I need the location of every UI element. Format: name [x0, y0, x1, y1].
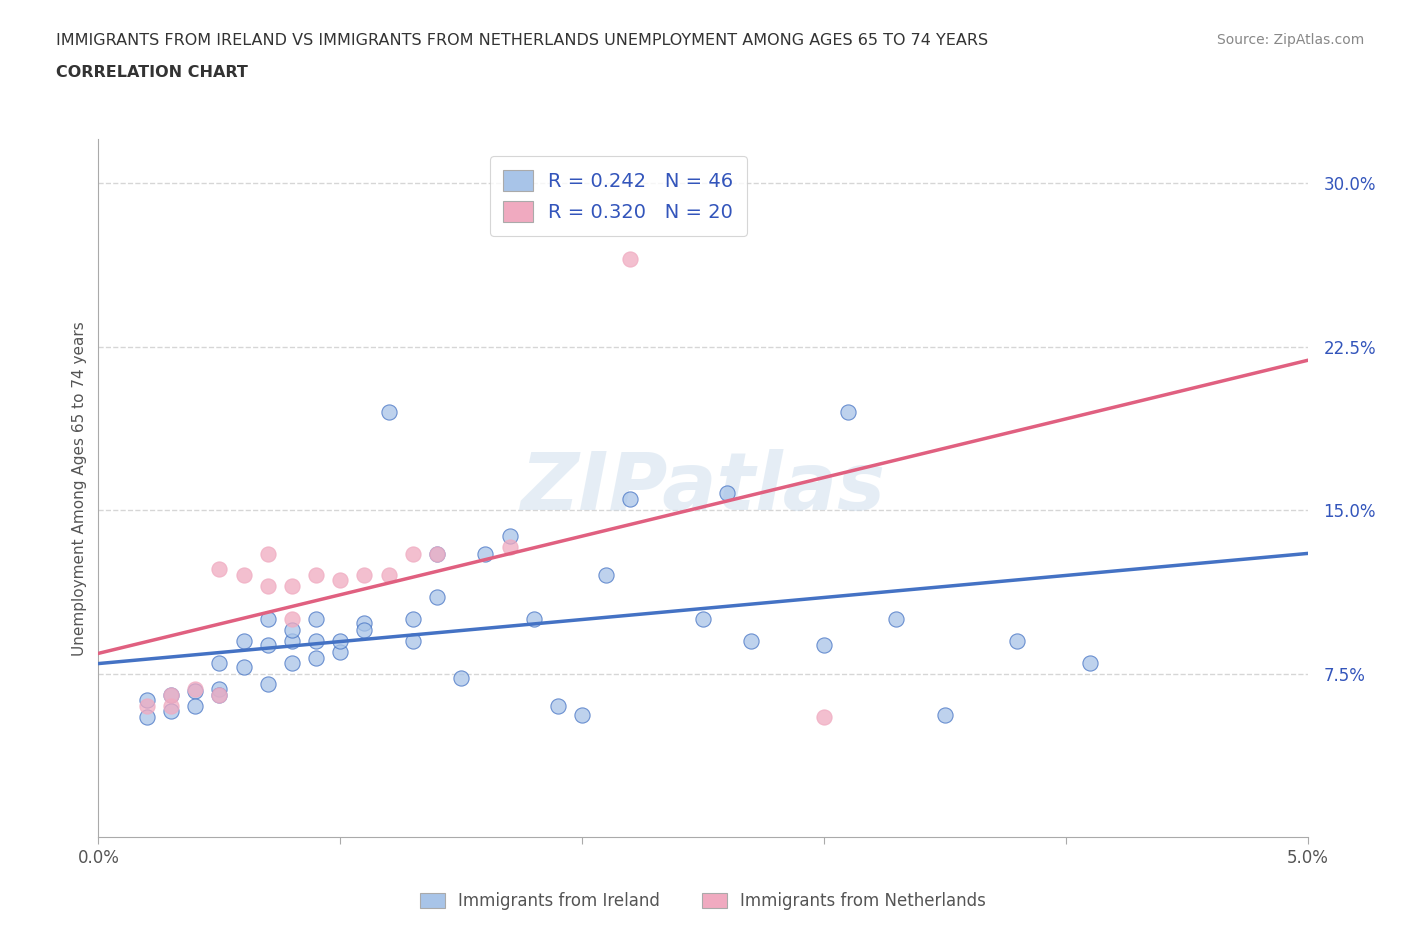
Point — [281, 622, 304, 637]
Y-axis label: Unemployment Among Ages 65 to 74 years: Unemployment Among Ages 65 to 74 years — [72, 321, 87, 656]
Point — [160, 703, 183, 718]
Point — [184, 698, 207, 713]
Point — [353, 568, 375, 583]
Point — [184, 682, 207, 697]
Text: Source: ZipAtlas.com: Source: ZipAtlas.com — [1216, 33, 1364, 46]
Point — [305, 612, 328, 627]
Point — [353, 622, 375, 637]
Point — [281, 612, 304, 627]
Point — [281, 633, 304, 648]
Point — [256, 578, 278, 593]
Point — [208, 682, 231, 697]
Point — [305, 651, 328, 666]
Point — [184, 684, 207, 698]
Text: CORRELATION CHART: CORRELATION CHART — [56, 65, 247, 80]
Point — [402, 633, 425, 648]
Point — [886, 612, 908, 627]
Text: IMMIGRANTS FROM IRELAND VS IMMIGRANTS FROM NETHERLANDS UNEMPLOYMENT AMONG AGES 6: IMMIGRANTS FROM IRELAND VS IMMIGRANTS FR… — [56, 33, 988, 47]
Legend: R = 0.242   N = 46, R = 0.320   N = 20: R = 0.242 N = 46, R = 0.320 N = 20 — [489, 156, 747, 235]
Point — [740, 633, 762, 648]
Point — [232, 633, 254, 648]
Point — [135, 710, 157, 724]
Point — [1078, 656, 1101, 671]
Point — [281, 578, 304, 593]
Point — [135, 692, 157, 707]
Point — [305, 568, 328, 583]
Point — [329, 644, 352, 659]
Point — [523, 612, 546, 627]
Point — [474, 546, 496, 561]
Point — [619, 252, 641, 267]
Point — [232, 568, 254, 583]
Point — [208, 656, 231, 671]
Point — [813, 638, 835, 653]
Point — [208, 562, 231, 577]
Point — [402, 546, 425, 561]
Point — [619, 492, 641, 507]
Point — [426, 546, 449, 561]
Point — [1007, 633, 1029, 648]
Point — [450, 671, 472, 685]
Point — [571, 708, 593, 723]
Point — [498, 539, 520, 554]
Point — [329, 572, 352, 587]
Point — [208, 688, 231, 703]
Point — [692, 612, 714, 627]
Point — [377, 405, 399, 419]
Point — [595, 568, 617, 583]
Point — [281, 656, 304, 671]
Point — [256, 638, 278, 653]
Point — [208, 688, 231, 703]
Point — [305, 633, 328, 648]
Point — [329, 633, 352, 648]
Point — [256, 612, 278, 627]
Point — [135, 698, 157, 713]
Point — [232, 659, 254, 674]
Point — [426, 546, 449, 561]
Point — [813, 710, 835, 724]
Legend: Immigrants from Ireland, Immigrants from Netherlands: Immigrants from Ireland, Immigrants from… — [413, 885, 993, 917]
Point — [160, 688, 183, 703]
Point — [837, 405, 859, 419]
Text: ZIPatlas: ZIPatlas — [520, 449, 886, 527]
Point — [402, 612, 425, 627]
Point — [716, 485, 738, 500]
Point — [160, 698, 183, 713]
Point — [934, 708, 956, 723]
Point — [426, 590, 449, 604]
Point — [498, 529, 520, 544]
Point — [256, 677, 278, 692]
Point — [160, 688, 183, 703]
Point — [353, 616, 375, 631]
Point — [377, 568, 399, 583]
Point — [547, 698, 569, 713]
Point — [256, 546, 278, 561]
